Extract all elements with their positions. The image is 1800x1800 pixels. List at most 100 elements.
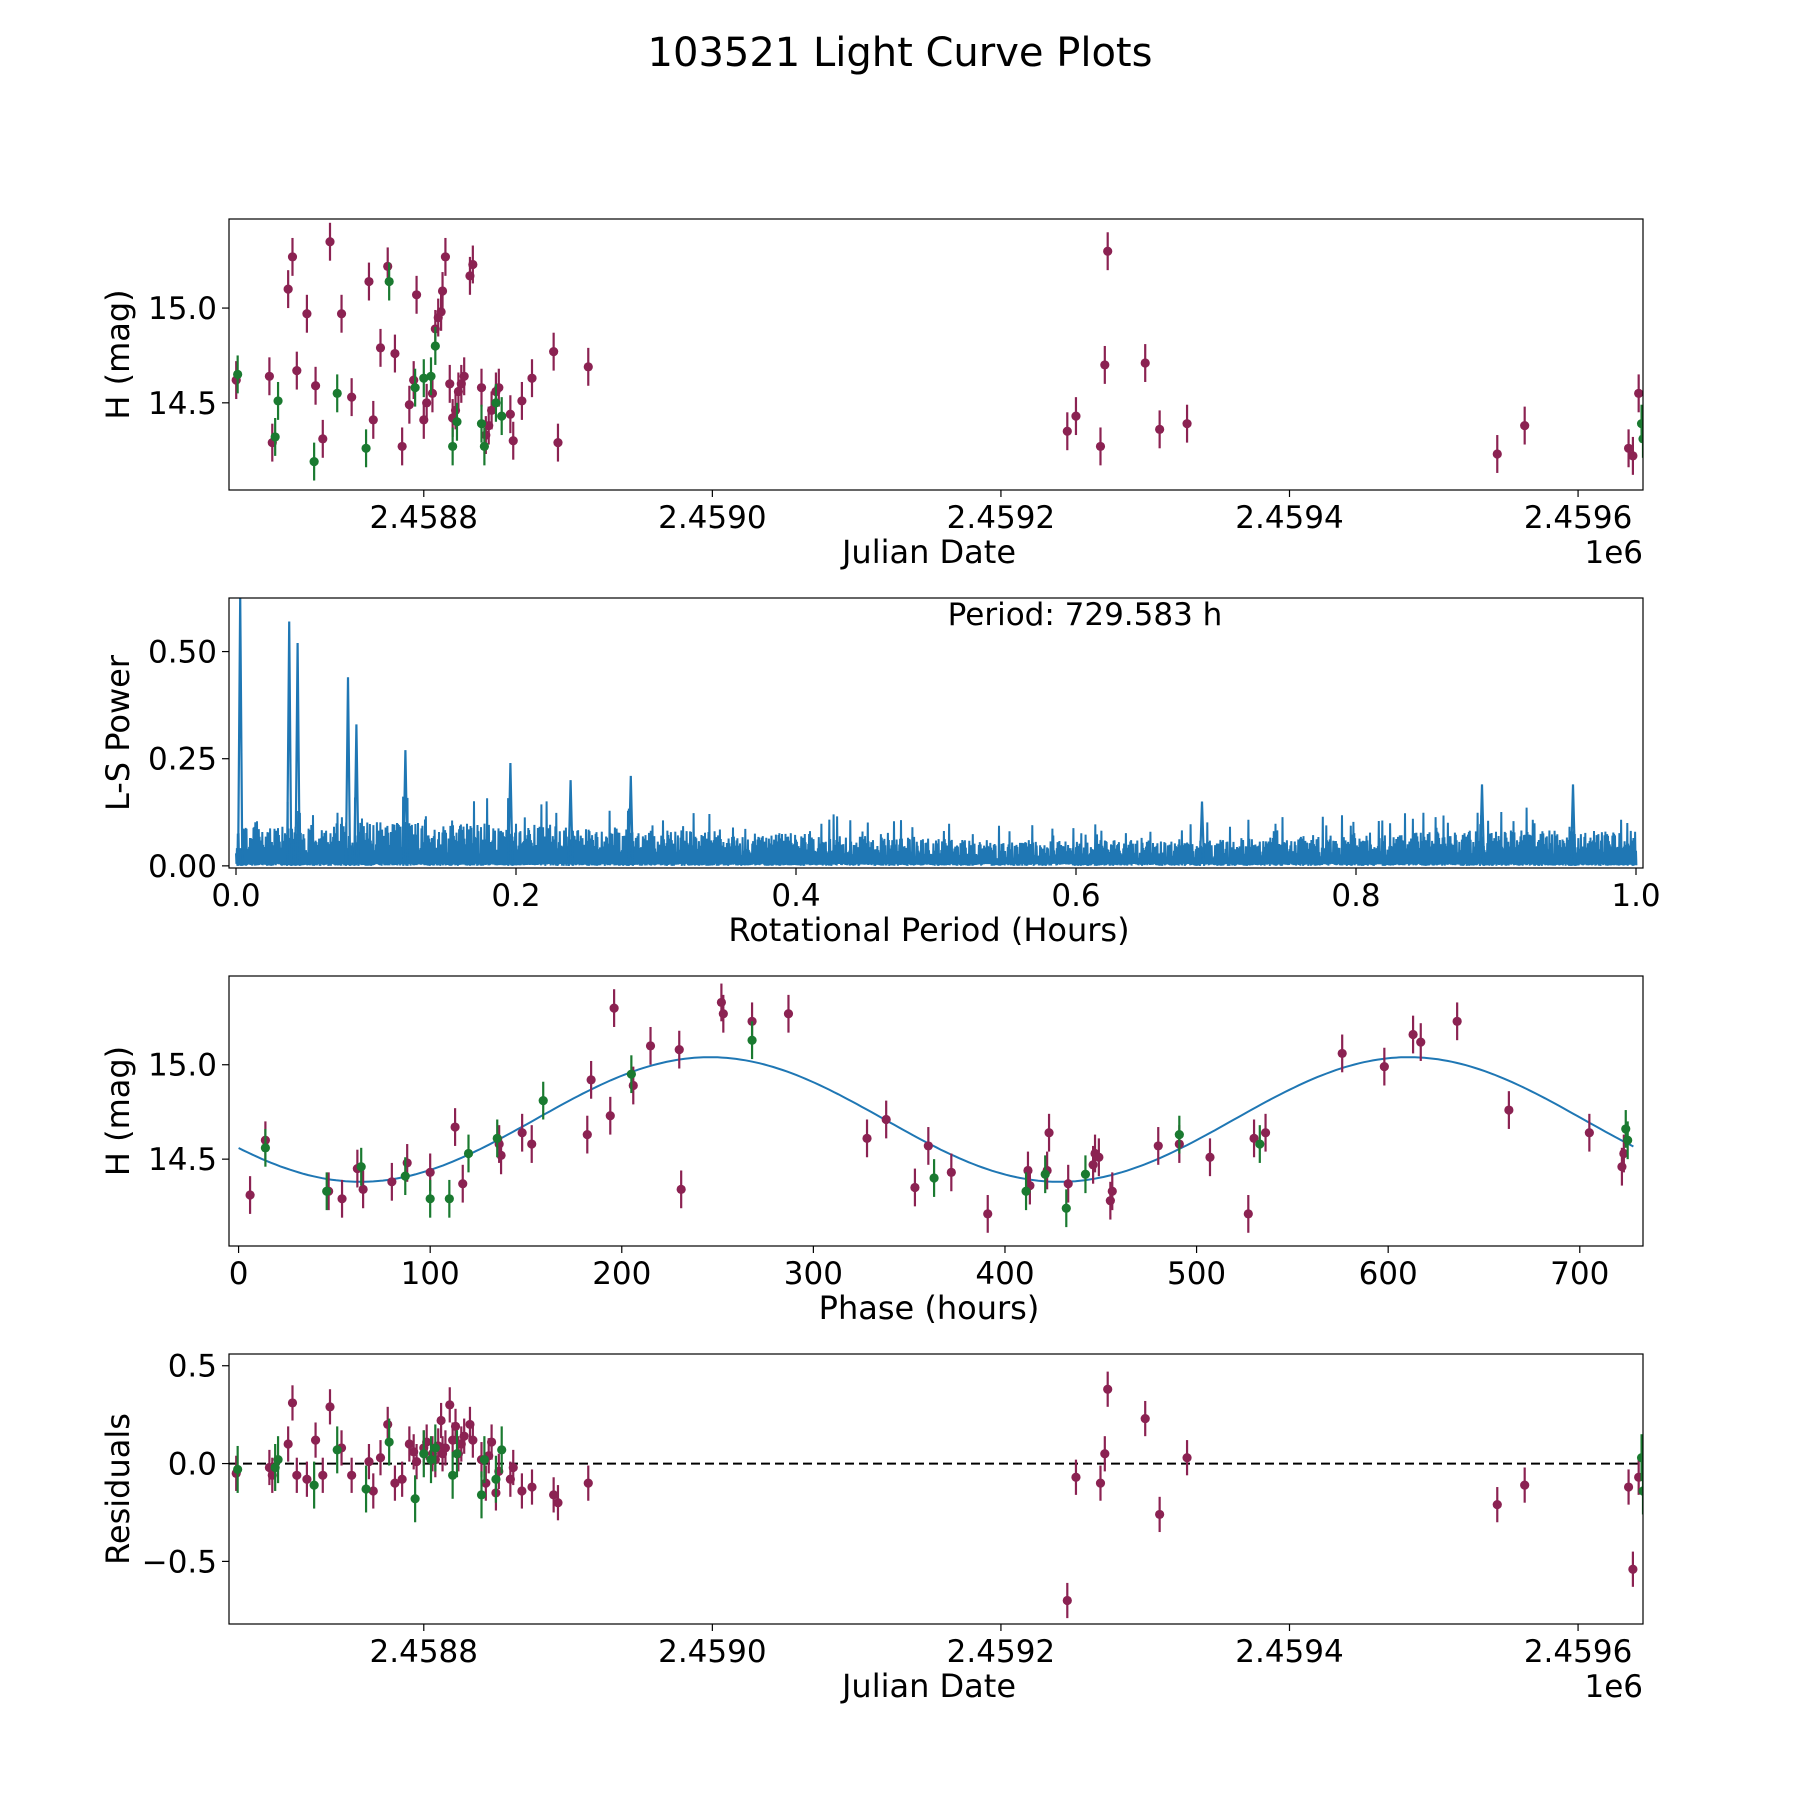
green-point: [273, 396, 283, 406]
plot-area: [229, 1371, 1643, 1619]
axes-frame: [228, 597, 1644, 869]
red-point: [1063, 1179, 1073, 1189]
red-point: [404, 1439, 414, 1449]
green-point: [430, 341, 440, 351]
red-point: [1520, 420, 1530, 431]
red-point: [586, 1075, 596, 1085]
red-point: [347, 392, 357, 402]
green-point: [448, 441, 458, 452]
red-point: [287, 252, 298, 262]
red-point: [440, 252, 451, 262]
red-point: [676, 1184, 686, 1194]
x-axis-label: Julian Date: [840, 533, 1016, 571]
red-point: [368, 1486, 378, 1496]
green-point: [476, 419, 487, 429]
red-point: [427, 388, 438, 398]
red-point: [1504, 1105, 1514, 1115]
x-tick-label: 0.0: [211, 878, 260, 914]
green-point: [492, 1133, 502, 1143]
periodogram-peak: [1478, 784, 1486, 866]
red-point: [325, 1402, 335, 1412]
green-point: [1638, 434, 1643, 444]
red-point: [318, 1470, 328, 1480]
red-point: [325, 237, 335, 247]
y-tick-label: 14.5: [148, 386, 217, 422]
green-point: [1636, 419, 1643, 429]
figure-title: 103521 Light Curve Plots: [648, 30, 1153, 76]
red-point: [527, 1482, 537, 1492]
red-point: [1023, 1165, 1033, 1176]
x-tick-label: 700: [1550, 1256, 1609, 1292]
green-point: [419, 373, 429, 383]
red-point: [459, 371, 469, 381]
y-tick-label: 14.5: [148, 1142, 217, 1178]
green-point: [356, 1162, 366, 1172]
periodogram-peak: [294, 642, 301, 866]
red-point: [1153, 1141, 1163, 1151]
x-tick-label: 400: [975, 1256, 1034, 1292]
y-axis-label: H (mag): [99, 289, 137, 419]
green-point: [452, 417, 462, 427]
red-point: [468, 1435, 478, 1445]
green-point: [309, 1480, 319, 1490]
x-offset-label: 1e6: [1584, 535, 1643, 571]
green-point: [1638, 1486, 1643, 1496]
red-point: [1492, 449, 1502, 459]
red-point: [583, 362, 593, 372]
phase-folded-panel: 0 100 200 300 400 500 600 700 14.5 15.0 Phase (hou…: [99, 975, 1644, 1327]
green-point: [425, 1194, 435, 1204]
green-point: [270, 432, 280, 442]
y-axis-label: L-S Power: [99, 654, 137, 811]
red-point: [910, 1182, 920, 1193]
red-point: [1243, 1209, 1253, 1219]
y-tick-label: 0.00: [148, 849, 217, 885]
red-point: [527, 1139, 537, 1149]
red-point: [609, 1003, 619, 1013]
red-point: [383, 261, 393, 271]
red-point: [1095, 1478, 1106, 1488]
green-point: [410, 383, 420, 393]
green-point: [929, 1173, 939, 1183]
x-tick-label: 2.4590: [658, 1634, 766, 1670]
x-tick-label: 1.0: [1611, 878, 1660, 914]
red-point: [450, 1421, 461, 1431]
red-point: [318, 434, 328, 444]
red-point: [468, 259, 478, 270]
periodogram-peak: [353, 724, 360, 866]
red-point: [364, 1457, 374, 1467]
y-tick-label: 15.0: [148, 1048, 217, 1084]
red-point: [582, 1130, 592, 1140]
red-point: [1260, 1128, 1271, 1138]
x-tick-label: 600: [1359, 1256, 1418, 1292]
red-point: [390, 348, 400, 359]
green-point: [1621, 1124, 1631, 1134]
red-point: [364, 276, 374, 287]
red-point: [437, 286, 448, 296]
x-tick-label: 0.6: [1051, 878, 1100, 914]
green-point: [491, 1474, 501, 1484]
red-point: [1205, 1152, 1215, 1162]
y-tick-label: 0.0: [168, 1447, 217, 1483]
red-point: [1416, 1037, 1426, 1047]
red-point: [553, 1498, 563, 1508]
green-point: [384, 276, 394, 287]
red-point: [1492, 1500, 1502, 1510]
green-point: [479, 1455, 489, 1465]
green-point: [1636, 1453, 1643, 1463]
x-tick-label: 2.4594: [1235, 1634, 1343, 1670]
axes-frame: [228, 218, 1644, 491]
plot-area: [235, 598, 1638, 866]
x-tick-label: 100: [401, 1256, 460, 1292]
red-point: [1584, 1128, 1594, 1138]
x-tick-label: 0: [229, 1256, 249, 1292]
red-point: [1628, 451, 1638, 461]
x-axis-label: Phase (hours): [819, 1289, 1040, 1327]
red-point: [1088, 1160, 1098, 1170]
red-point: [946, 1167, 956, 1177]
red-point: [487, 1437, 497, 1447]
x-tick-label: 0.8: [1331, 878, 1380, 914]
red-point: [862, 1133, 872, 1143]
red-point: [517, 1128, 527, 1138]
red-point: [1062, 1595, 1072, 1606]
red-point: [1623, 1482, 1634, 1492]
